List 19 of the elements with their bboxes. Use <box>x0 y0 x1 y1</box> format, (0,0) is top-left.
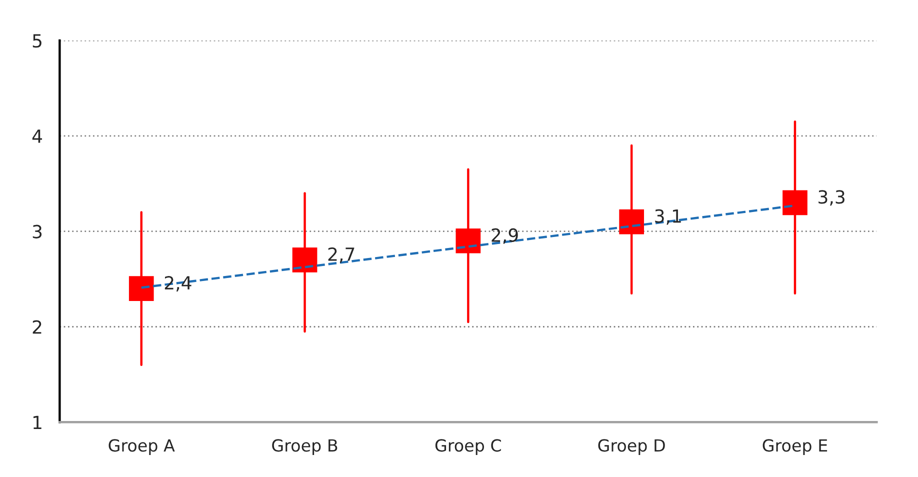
x-tick-label: Groep D <box>598 439 665 455</box>
data-label: 2,9 <box>492 228 518 244</box>
data-label: 3,1 <box>655 209 681 225</box>
x-tick-label: Groep B <box>272 439 338 455</box>
x-tick-label: Groep A <box>108 439 175 455</box>
y-tick-label: 1 <box>34 416 42 430</box>
point <box>456 228 481 254</box>
x-tick-label: Groep C <box>435 439 501 455</box>
x-tick-label: Groep E <box>762 439 828 455</box>
data-label: 2,7 <box>328 247 354 263</box>
y-tick-label: 4 <box>32 130 42 143</box>
y-tick-label: 5 <box>32 34 42 48</box>
y-tick-label: 3 <box>32 224 42 238</box>
point <box>782 190 808 216</box>
y-tick-label: 2 <box>32 320 42 334</box>
point <box>128 276 154 302</box>
point <box>619 209 644 234</box>
point <box>292 248 318 272</box>
data-label: 3,3 <box>818 190 844 206</box>
